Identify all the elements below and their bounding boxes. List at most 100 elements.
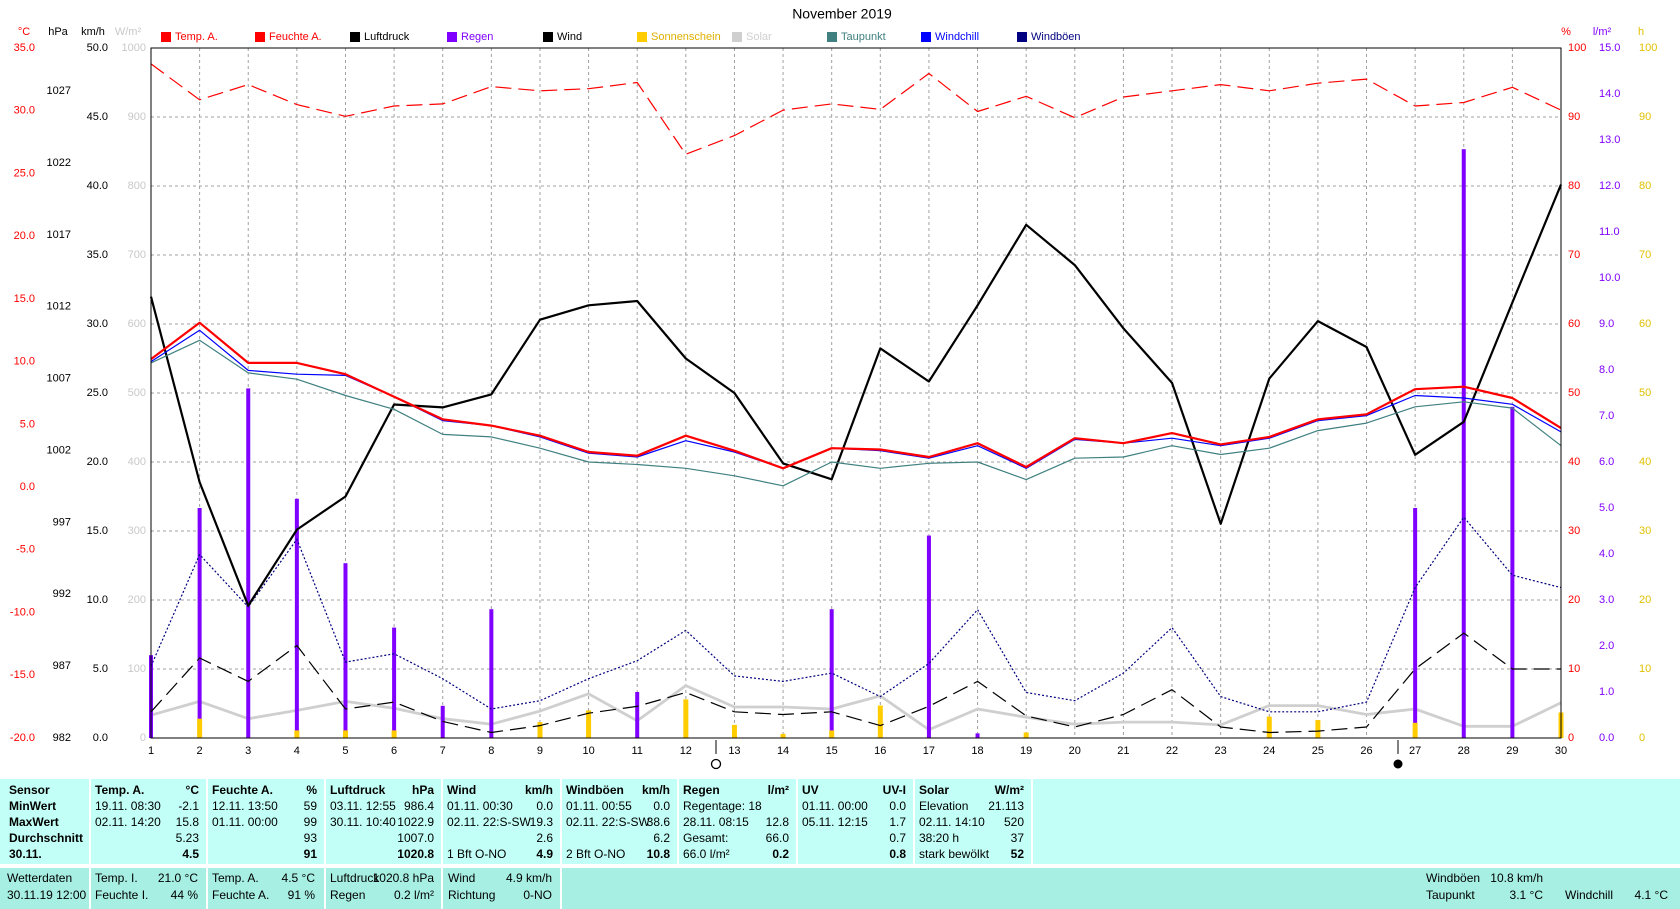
y-tick-label: 25.0 — [87, 387, 108, 399]
y-tick-label: -10.0 — [10, 606, 35, 618]
cell-value: 99 — [304, 815, 318, 829]
y-tick-label: 0.0 — [20, 481, 35, 493]
series-line — [150, 516, 1562, 713]
summary-table-bg — [0, 779, 1680, 864]
column-unit: °C — [186, 783, 200, 797]
status-label: Feuchte A. — [212, 888, 269, 902]
y-tick-label: 80 — [1639, 180, 1651, 192]
status-value: 21.0 °C — [158, 871, 198, 885]
bar — [392, 627, 397, 738]
cell-value: 0.7 — [889, 831, 906, 845]
bar — [1412, 722, 1418, 738]
column-unit: km/h — [525, 783, 553, 797]
y-tick-label: 50.0 — [87, 42, 108, 54]
y-tick-label: -5.0 — [16, 544, 35, 556]
y-tick-label: 1007 — [47, 373, 71, 385]
y-tick-label: 10.0 — [87, 594, 108, 606]
plot-border — [150, 47, 1562, 739]
legend-label: Luftdruck — [364, 31, 410, 43]
cell-value: 0.8 — [889, 847, 906, 861]
bar — [489, 609, 494, 738]
cell-value: 1020.8 — [397, 847, 434, 861]
y-tick-label: 30 — [1639, 525, 1651, 537]
bar — [391, 730, 397, 738]
y-tick-label: 10 — [1568, 663, 1580, 675]
cell-text: 01.11. 00:00 — [212, 815, 278, 829]
cell-text: 2 Bft O-NO — [566, 847, 625, 861]
bar — [829, 730, 835, 738]
legend-swatch — [447, 32, 457, 42]
cell-value: 93 — [304, 831, 318, 845]
bar — [635, 692, 640, 738]
y-tick-label: 1027 — [47, 85, 71, 97]
x-tick-label: 24 — [1263, 745, 1275, 757]
column-unit: hPa — [412, 783, 434, 797]
cell-value: 1022.9 — [397, 815, 434, 829]
cell-text: 01.11. 00:00 — [802, 799, 868, 813]
cell-value: 0.0 — [889, 799, 906, 813]
x-tick-label: 22 — [1166, 745, 1178, 757]
x-tick-label: 8 — [488, 745, 494, 757]
bar — [780, 733, 786, 738]
bar — [1510, 406, 1515, 738]
y-tick-label: 70 — [1639, 249, 1651, 261]
y-tick-label: 35.0 — [87, 249, 108, 261]
status-value: 44 % — [171, 888, 199, 902]
y-tick-label: -15.0 — [10, 669, 35, 681]
y-tick-label: 10.0 — [1599, 272, 1620, 284]
axis-unit: °C — [18, 26, 30, 38]
y-tick-label: 10 — [1639, 663, 1651, 675]
status-value: 3.1 °C — [1510, 888, 1544, 902]
status-label: Feuchte I. — [95, 888, 148, 902]
x-tick-label: 23 — [1215, 745, 1227, 757]
bar — [975, 733, 980, 738]
y-tick-label: 15.0 — [14, 293, 35, 305]
bar — [294, 498, 299, 738]
column-unit: UV-I — [883, 783, 906, 797]
legend-swatch — [921, 32, 931, 42]
y-tick-label: 997 — [53, 516, 71, 528]
cell-text: 12.11. 13:50 — [212, 799, 278, 813]
status-value: 0-NO — [523, 888, 552, 902]
x-tick-label: 20 — [1069, 745, 1081, 757]
series-line — [150, 63, 1562, 155]
x-tick-label: 17 — [923, 745, 935, 757]
y-tick-label: 35.0 — [14, 42, 35, 54]
status-label: Windböen — [1426, 871, 1480, 885]
cell-value: 66.0 — [766, 831, 790, 845]
cell-text: 01.11. 00:55 — [566, 799, 632, 813]
x-tick-label: 13 — [728, 745, 740, 757]
y-tick-label: 300 — [128, 525, 146, 537]
cell-value: 12.8 — [766, 815, 790, 829]
legend-label: Taupunkt — [841, 31, 886, 43]
bar — [197, 508, 202, 738]
axis-unit: km/h — [81, 26, 105, 38]
legend-swatch — [637, 32, 647, 42]
axis-unit: % — [1561, 26, 1571, 38]
bar — [731, 724, 737, 738]
bar — [294, 730, 300, 738]
y-tick-label: 400 — [128, 456, 146, 468]
y-tick-label: 20.0 — [14, 230, 35, 242]
status-value: 0.2 l/m² — [394, 888, 434, 902]
y-tick-label: 1002 — [47, 444, 71, 456]
y-tick-label: 982 — [53, 732, 71, 744]
x-tick-label: 11 — [631, 745, 642, 757]
y-tick-label: 1022 — [47, 157, 71, 169]
cell-text: Gesamt: — [683, 831, 728, 845]
cell-value: 6.2 — [653, 831, 670, 845]
y-tick-label: 60 — [1639, 318, 1651, 330]
y-tick-label: 3.0 — [1599, 594, 1614, 606]
series-line — [150, 321, 1562, 470]
axis-unit: W/m² — [115, 26, 142, 38]
bar — [342, 730, 348, 738]
bar — [246, 388, 251, 738]
y-tick-label: 992 — [53, 588, 71, 600]
cell-value: 986.4 — [404, 799, 434, 813]
cell-text: stark bewölkt — [919, 847, 990, 861]
status-label: Regen — [330, 888, 365, 902]
y-tick-label: 4.0 — [1599, 548, 1614, 560]
y-tick-label: 10.0 — [14, 356, 35, 368]
status-value: 4.1 °C — [1635, 888, 1669, 902]
cell-text: 38:20 h — [919, 831, 959, 845]
